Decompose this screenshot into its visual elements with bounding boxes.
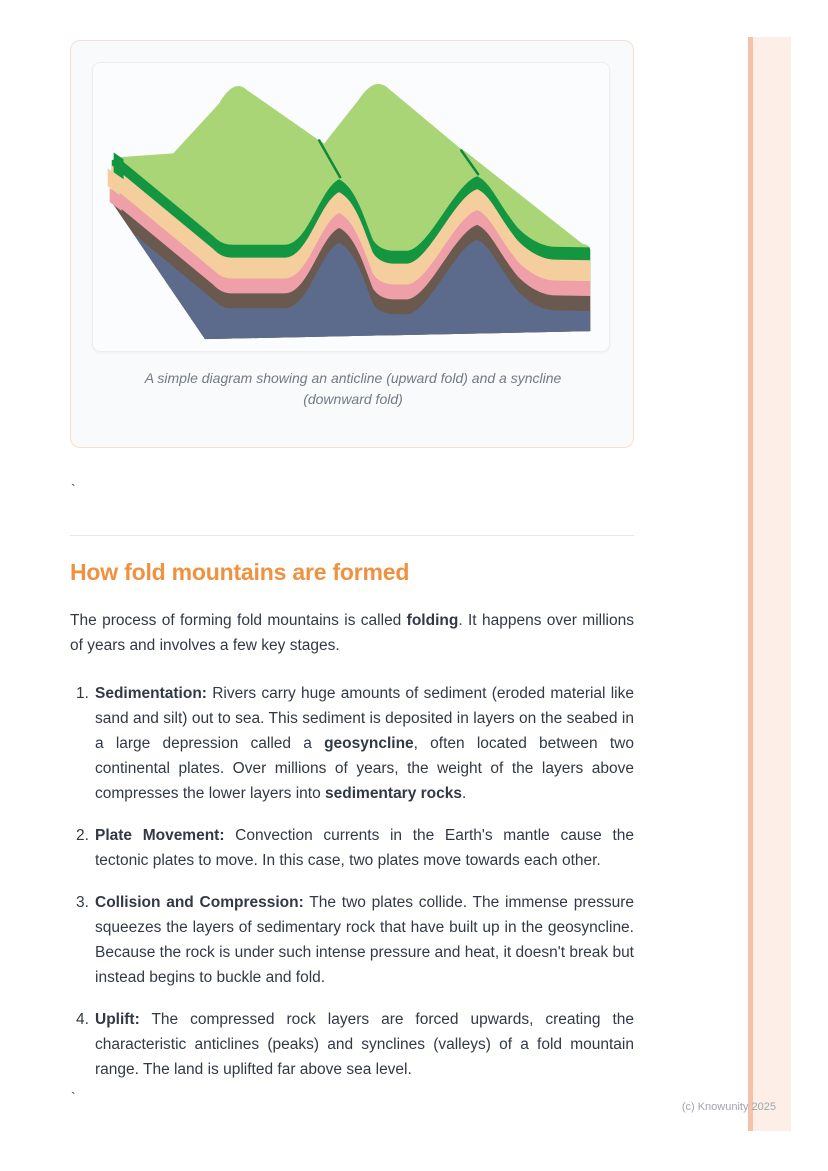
figure-card: A simple diagram showing an anticline (u… [70, 40, 634, 448]
figure-image [92, 62, 610, 352]
list-item-text: Sedimentation: Rivers carry huge amounts… [95, 685, 634, 802]
section-heading: How fold mountains are formed [70, 559, 410, 585]
intro-paragraph: The process of forming fold mountains is… [70, 612, 634, 654]
list-item-collision-compression: 3. Collision and Compression: The two pl… [70, 890, 634, 990]
list-number: 3. [76, 894, 89, 911]
fold-crease-right-icon [459, 149, 480, 176]
list-item-plate-movement: 2. Plate Movement: Convection currents i… [70, 823, 634, 873]
footer-credit: (c) Knowunity 2025 [681, 1101, 776, 1113]
figure-caption-text: A simple diagram showing an anticline (u… [144, 370, 562, 407]
stages-list: 1. Sedimentation: Rivers carry huge amou… [70, 681, 634, 1082]
fold-mountains-diagram-icon [107, 83, 591, 340]
green-edge-stub [113, 152, 124, 180]
side-stripe [748, 37, 791, 1131]
figure-caption: A simple diagram showing an anticline (u… [103, 368, 603, 410]
list-number: 1. [76, 685, 89, 702]
peach-edge-stub [107, 168, 120, 196]
stray-backtick-bottom: ` [71, 1089, 76, 1105]
list-item-uplift: 4. Uplift: The compressed rock layers ar… [70, 1007, 634, 1082]
main-content: How fold mountains are formed The proces… [70, 535, 634, 1082]
section-divider [70, 535, 634, 536]
list-number: 2. [76, 827, 89, 844]
list-item-text: Collision and Compression: The two plate… [95, 894, 635, 986]
fold-crease-left-icon [317, 139, 342, 179]
stray-backtick-top: ` [71, 481, 76, 497]
slate-rock-layer [111, 201, 591, 340]
list-item-text: Uplift: The compressed rock layers are f… [95, 1011, 634, 1078]
pink-edge-stub [109, 188, 122, 211]
list-number: 4. [76, 1011, 89, 1028]
list-item-sedimentation: 1. Sedimentation: Rivers carry huge amou… [70, 681, 634, 806]
list-item-text: Plate Movement: Convection currents in t… [95, 827, 634, 869]
